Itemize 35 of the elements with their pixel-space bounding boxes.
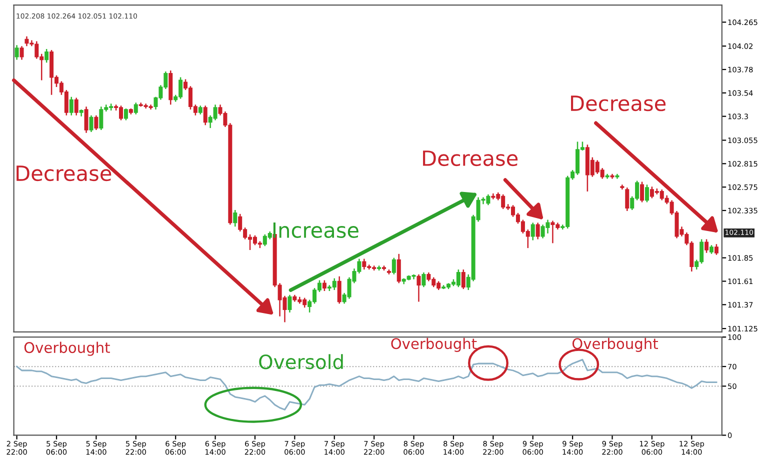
candlestick <box>69 96 74 116</box>
candlestick <box>714 244 718 256</box>
candlestick <box>89 114 94 133</box>
annotation: Overbought <box>24 342 110 356</box>
candlestick <box>625 186 630 212</box>
candlestick <box>124 108 128 121</box>
annotation: Decrease <box>423 150 518 166</box>
annotation: Overbought <box>572 338 658 352</box>
candlestick <box>536 222 540 240</box>
candlestick <box>94 114 98 131</box>
candlestick <box>233 209 238 228</box>
candlestick <box>134 102 138 116</box>
candlestick <box>416 274 421 302</box>
candlestick <box>322 280 326 292</box>
candlestick <box>461 268 466 290</box>
candlestick <box>288 294 292 314</box>
candlestick <box>530 222 535 241</box>
candlestick <box>14 44 19 60</box>
candlestick <box>644 184 649 203</box>
candlestick <box>337 276 342 304</box>
candlestick <box>422 272 426 288</box>
annotation: Overbought <box>391 338 477 352</box>
candlestick <box>640 181 644 203</box>
candlestick <box>20 45 24 60</box>
candlestick <box>392 257 396 276</box>
candlestick <box>44 48 49 64</box>
candlestick <box>74 97 78 116</box>
candlestick <box>396 253 401 284</box>
candlestick <box>84 106 88 134</box>
candlestick <box>704 238 709 254</box>
candlestick <box>203 104 208 126</box>
annotation: Decrease <box>571 96 666 112</box>
annotation: Oversold <box>259 354 343 370</box>
annotation: Decrease <box>16 166 112 182</box>
annotation: Increase <box>273 222 358 238</box>
